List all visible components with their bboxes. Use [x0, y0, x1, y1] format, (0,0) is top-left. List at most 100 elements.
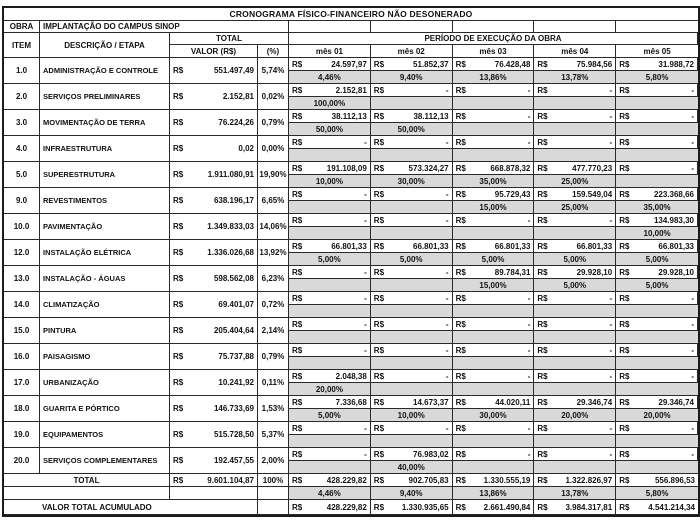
table-row: 3.0 MOVIMENTAÇÃO DE TERRA R$ 76.224,26 0,79%…: [4, 110, 698, 136]
month-pct-cell: 20,00%: [534, 409, 617, 422]
empty-cell: [170, 487, 258, 500]
month-value-cell: R$ 668.878,32: [452, 162, 535, 175]
month-pct-cell: [616, 123, 698, 136]
month-value-cell: R$ -: [616, 162, 698, 175]
currency-label: R$: [619, 189, 630, 199]
header-total: TOTAL: [170, 33, 289, 45]
month-value-cell: R$ -: [616, 292, 698, 305]
month-pct-cell: [452, 123, 535, 136]
month-value-cell-amount: -: [527, 449, 531, 459]
month-value-cell-amount: 223.368,66: [653, 189, 694, 199]
month-pct-cell: [534, 435, 617, 448]
month-value-cell: R$ 75.984,56: [534, 58, 617, 71]
currency-label: R$: [619, 293, 630, 303]
month-pct-cell: [289, 305, 371, 318]
table-row: 10.0 PAVIMENTAÇÃO R$ 1.349.833,03 14,06% R$ - R…: [4, 214, 698, 240]
currency-label: R$: [455, 137, 466, 147]
month-value-cell: R$ -: [289, 266, 371, 279]
item-cell: 1.0: [4, 58, 40, 84]
month-value-cell-amount: 31.988,72: [658, 59, 694, 69]
currency-label: R$: [373, 59, 385, 69]
month-value-cell: R$ -: [289, 344, 371, 357]
currency-label: R$: [373, 371, 385, 381]
acumulado-month-value-cell: R$ 428.229,82: [289, 500, 371, 515]
month-pct-cell: [370, 331, 453, 344]
total-month-pct-cell: 13,78%: [534, 487, 617, 500]
item-cell: 19.0: [4, 422, 40, 448]
month-value-cell-amount: -: [364, 345, 367, 355]
month-value-cell-amount: 66.801,33: [331, 241, 367, 251]
desc-cell: SUPERESTRUTURA: [40, 162, 170, 188]
month-value-cell: R$ -: [616, 370, 698, 383]
month-value-cell: R$ 14.673,37: [370, 396, 453, 409]
currency-label: R$: [373, 423, 385, 433]
month-value-cell: R$ -: [370, 292, 453, 305]
desc-cell: MOVIMENTAÇÃO DE TERRA: [40, 110, 170, 136]
month-value-cell: R$ 7.336,68: [289, 396, 371, 409]
month-value-cell: R$ -: [452, 214, 535, 227]
month-value-cell-amount: 573.324,27: [408, 163, 449, 173]
month-value-cell-amount: 76.428,48: [494, 59, 531, 69]
month-value-cell: R$ -: [452, 110, 535, 123]
month-value-cell: R$ -: [534, 370, 617, 383]
empty-cell: [4, 487, 170, 500]
acumulado-month-value-cell: R$ 2.661.490,84: [452, 500, 535, 515]
currency-label: R$: [173, 170, 184, 179]
total-valor-cell: R$ 9.601.104,87: [170, 474, 258, 487]
valor-cell-amount: 205.404,64: [213, 326, 254, 335]
total-month-pct-cell: 5,80%: [616, 487, 698, 500]
currency-label: R$: [455, 319, 466, 329]
currency-label: R$: [619, 423, 630, 433]
valor-cell: R$ 10.241,92: [170, 370, 258, 396]
currency-label: R$: [373, 241, 385, 251]
pct-cell: 1,53%: [258, 396, 289, 422]
month-value-cell: R$ 31.988,72: [616, 58, 698, 71]
pct-cell: 0,00%: [258, 136, 289, 162]
header-month: mês 03: [452, 45, 535, 58]
valor-cell-amount: 1.336.026,68: [207, 248, 254, 257]
currency-label: R$: [292, 163, 303, 173]
acumulado-month-value-cell: R$ 3.984.317,81: [534, 500, 617, 515]
currency-label: R$: [373, 293, 385, 303]
month-pct-cell: [370, 149, 453, 162]
month-value-cell: R$ -: [616, 344, 698, 357]
month-pct-cell: 9,40%: [370, 71, 453, 84]
month-pct-cell: [534, 331, 617, 344]
month-pct-cell: 25,00%: [534, 175, 617, 188]
month-value-cell: R$ -: [289, 448, 371, 461]
month-value-cell-amount: -: [364, 319, 367, 329]
month-pct-cell: [452, 357, 535, 370]
month-value-cell-amount: -: [445, 345, 449, 355]
currency-label: R$: [619, 345, 630, 355]
month-value-cell-amount: 38.112,13: [331, 111, 367, 121]
month-pct-cell: 5,00%: [534, 279, 617, 292]
table-row: 18.0 GUARITA E PÓRTICO R$ 146.733,69 1,53% R$…: [4, 396, 698, 422]
currency-label: R$: [373, 215, 385, 225]
month-pct-cell: 30,00%: [452, 409, 535, 422]
month-value-cell: R$ 66.801,33: [616, 240, 698, 253]
valor-cell: R$ 515.728,50: [170, 422, 258, 448]
month-pct-cell: 30,00%: [370, 175, 453, 188]
month-pct-cell: [370, 279, 453, 292]
currency-label: R$: [537, 163, 548, 173]
currency-label: R$: [619, 267, 630, 277]
currency-label: R$: [292, 215, 303, 225]
month-pct-cell: [534, 149, 617, 162]
valor-cell-amount: 10.241,92: [218, 378, 254, 387]
month-value-cell-amount: -: [691, 163, 694, 173]
pct-cell: 0,02%: [258, 84, 289, 110]
month-pct-cell: [370, 357, 453, 370]
valor-cell: R$ 598.562,08: [170, 266, 258, 292]
desc-cell: PAVIMENTAÇÃO: [40, 214, 170, 240]
pct-cell: 5,37%: [258, 422, 289, 448]
month-value-cell: R$ 44.020,11: [452, 396, 535, 409]
month-value-cell: R$ -: [452, 448, 535, 461]
month-value-cell-amount: 2.152,81: [335, 85, 367, 95]
month-value-cell: R$ 38.112,13: [289, 110, 371, 123]
currency-label: R$: [173, 475, 184, 485]
currency-label: R$: [292, 345, 303, 355]
month-pct-cell: [370, 305, 453, 318]
month-pct-cell: [289, 435, 371, 448]
month-value-cell: R$ -: [616, 318, 698, 331]
month-pct-cell: 13,78%: [534, 71, 617, 84]
